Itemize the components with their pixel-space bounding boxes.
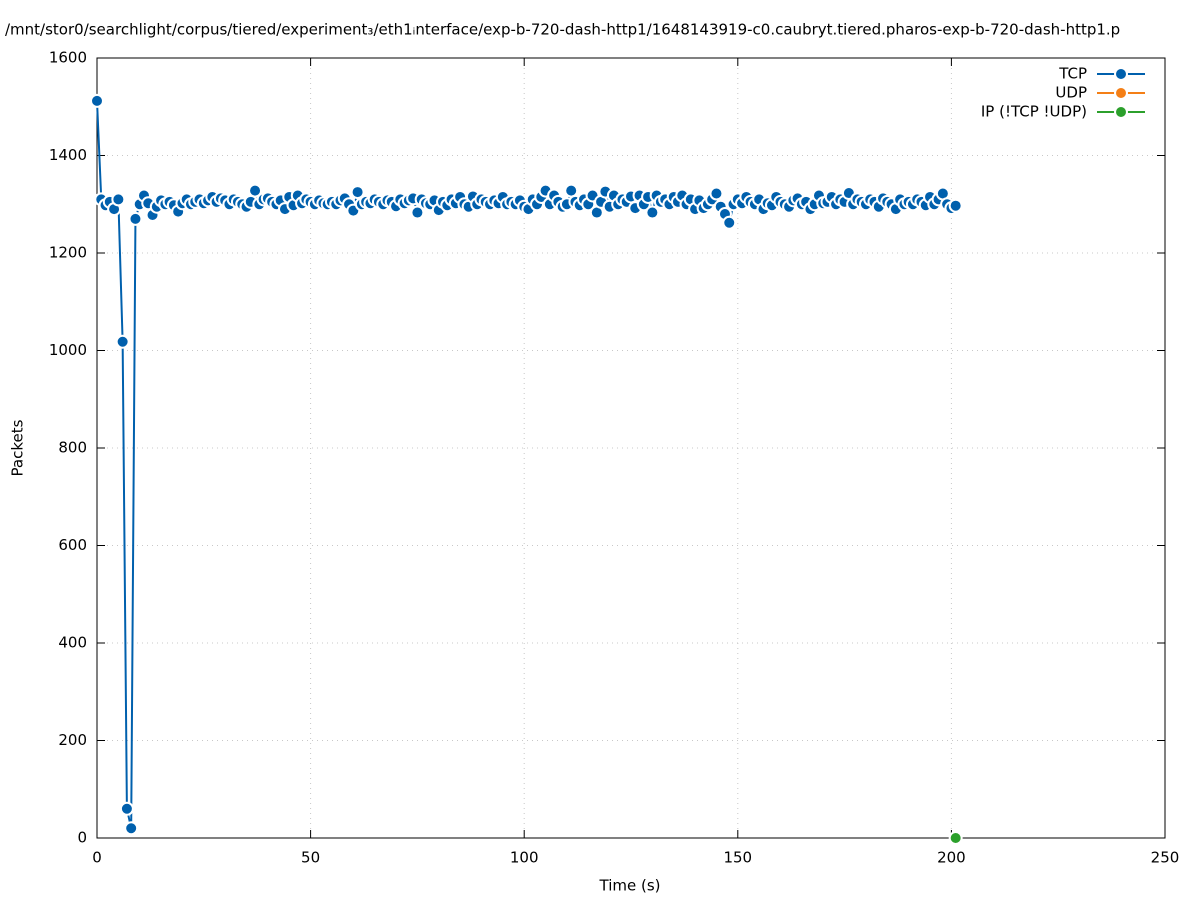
data-point: [128, 211, 143, 226]
data-point: [350, 185, 365, 200]
data-point: [722, 215, 737, 230]
data-point: [111, 192, 126, 207]
data-point: [124, 821, 139, 836]
data-point: [948, 198, 963, 213]
data-point: [948, 831, 963, 845]
data-point: [115, 334, 130, 349]
y-tick-label: 200: [58, 731, 87, 749]
data-point: [119, 801, 134, 816]
data-point: [248, 183, 263, 198]
data-point: [90, 93, 104, 108]
legend-marker: [1114, 67, 1128, 81]
x-tick-label: 150: [723, 849, 752, 867]
x-tick-label: 0: [92, 849, 102, 867]
data-point: [709, 186, 724, 201]
y-tick-label: 1200: [49, 244, 87, 262]
y-tick-label: 0: [77, 829, 87, 847]
y-tick-label: 1000: [49, 341, 87, 359]
legend-marker: [1114, 86, 1128, 100]
x-tick-label: 200: [937, 849, 966, 867]
plot-border: [96, 57, 1166, 839]
legend-label: TCP: [1058, 65, 1087, 83]
x-tick-label: 100: [510, 849, 539, 867]
legend-marker: [1114, 105, 1128, 119]
y-tick-label: 1600: [49, 49, 87, 67]
y-tick-label: 600: [58, 536, 87, 554]
data-point: [564, 183, 579, 198]
x-tick-label: 50: [301, 849, 320, 867]
y-tick-label: 800: [58, 439, 87, 457]
data-point: [645, 205, 660, 220]
y-tick-label: 400: [58, 634, 87, 652]
y-axis-label: Packets: [9, 419, 27, 476]
data-point: [410, 205, 425, 220]
legend-label: IP (!TCP !UDP): [981, 103, 1087, 121]
legend-label: UDP: [1055, 84, 1087, 102]
y-tick-label: 1400: [49, 146, 87, 164]
x-tick-label: 250: [1151, 849, 1180, 867]
chart-title: /mnt/stor0/searchlight/corpus/tiered/exp…: [5, 21, 1120, 39]
x-axis-label: Time (s): [599, 877, 661, 895]
